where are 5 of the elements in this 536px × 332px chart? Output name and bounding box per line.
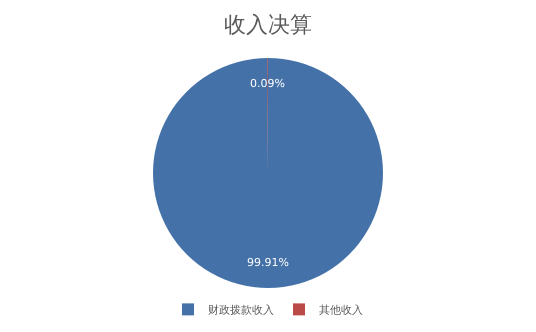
legend-label: 财政拨款收入 (208, 304, 274, 317)
data-label: 99.91% (247, 256, 289, 269)
chart-title: 收入决算 (224, 13, 312, 38)
pie-slice (153, 58, 383, 288)
legend-label: 其他收入 (319, 304, 363, 317)
